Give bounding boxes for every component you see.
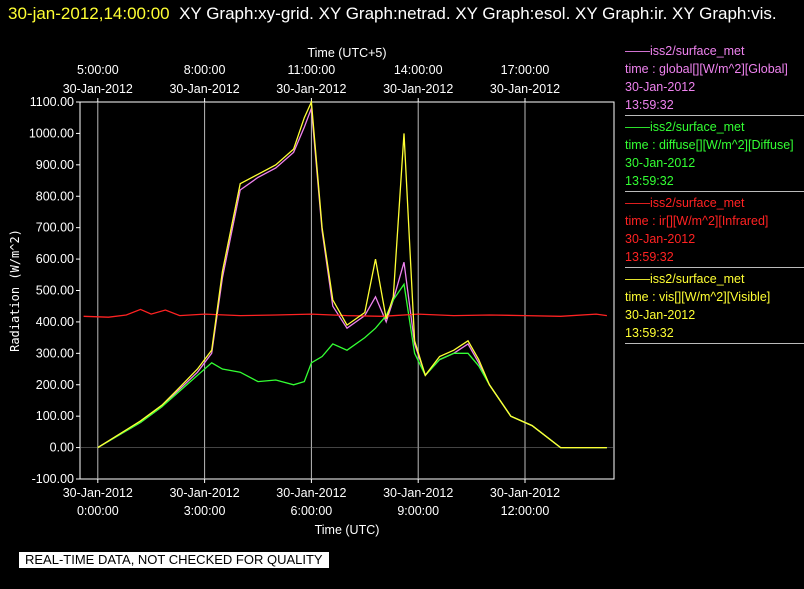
y-tick-label: 600.00 xyxy=(36,252,74,266)
x-axis-label-bottom: Time (UTC) xyxy=(315,523,380,537)
top-tick-date-label: 30-Jan-2012 xyxy=(276,82,346,96)
legend-station: ——iss2/surface_met xyxy=(625,272,745,286)
y-axis-label: Radiation (W/m^2) xyxy=(8,229,22,352)
legend-date: 30-Jan-2012 xyxy=(625,156,696,170)
top-tick-time-label: 14:00:00 xyxy=(394,63,443,77)
legend-time: 13:59:32 xyxy=(625,250,674,264)
x-tick-time-label: 6:00:00 xyxy=(291,504,333,518)
quality-disclaimer: REAL-TIME DATA, NOT CHECKED FOR QUALITY xyxy=(19,552,329,568)
legend-date: 30-Jan-2012 xyxy=(625,232,696,246)
y-tick-label: 1100.00 xyxy=(30,95,74,109)
legend-time: 13:59:32 xyxy=(625,326,674,340)
y-tick-label: 700.00 xyxy=(36,221,74,235)
top-tick-date-label: 30-Jan-2012 xyxy=(63,82,133,96)
header-title-line: 30-jan-2012,14:00:00 XY Graph:xy-grid. X… xyxy=(8,2,804,25)
legend-time: 13:59:32 xyxy=(625,98,674,112)
header-graph-list: XY Graph:xy-grid. XY Graph:netrad. XY Gr… xyxy=(179,4,777,23)
series-line-vis xyxy=(97,99,607,449)
top-tick-date-label: 30-Jan-2012 xyxy=(490,82,560,96)
top-tick-date-label: 30-Jan-2012 xyxy=(169,82,239,96)
x-tick-time-label: 3:00:00 xyxy=(184,504,226,518)
x-tick-date-label: 30-Jan-2012 xyxy=(169,486,239,500)
top-tick-time-label: 8:00:00 xyxy=(184,63,226,77)
legend-date: 30-Jan-2012 xyxy=(625,80,696,94)
x-tick-date-label: 30-Jan-2012 xyxy=(383,486,453,500)
legend-station: ——iss2/surface_met xyxy=(625,196,745,210)
y-tick-label: 1000.00 xyxy=(29,126,74,140)
y-tick-label: 900.00 xyxy=(36,158,74,172)
legend-station: ——iss2/surface_met xyxy=(625,44,745,58)
legend-variable: time : global[][W/m^2][Global] xyxy=(625,62,788,76)
y-tick-label: 200.00 xyxy=(36,378,74,392)
x-axis-label-top: Time (UTC+5) xyxy=(307,46,386,60)
legend-time: 13:59:32 xyxy=(625,174,674,188)
y-tick-label: 400.00 xyxy=(36,315,74,329)
y-tick-label: 500.00 xyxy=(36,284,74,298)
x-tick-time-label: 9:00:00 xyxy=(397,504,439,518)
top-tick-time-label: 5:00:00 xyxy=(77,63,119,77)
header-timestamp: 30-jan-2012,14:00:00 xyxy=(8,4,170,23)
y-tick-label: 0.00 xyxy=(50,441,74,455)
legend-variable: time : ir[][W/m^2][Infrared] xyxy=(625,214,769,228)
x-tick-date-label: 30-Jan-2012 xyxy=(63,486,133,500)
legend-date: 30-Jan-2012 xyxy=(625,308,696,322)
top-tick-time-label: 17:00:00 xyxy=(501,63,550,77)
y-tick-label: -100.00 xyxy=(32,472,74,486)
plot-frame xyxy=(79,101,615,480)
legend-station: ——iss2/surface_met xyxy=(625,120,745,134)
top-tick-time-label: 11:00:00 xyxy=(288,63,336,77)
x-tick-time-label: 0:00:00 xyxy=(77,504,119,518)
y-tick-label: 800.00 xyxy=(36,189,74,203)
legend-variable: time : diffuse[][W/m^2][Diffuse] xyxy=(625,138,794,152)
y-tick-label: 100.00 xyxy=(36,409,74,423)
x-tick-date-label: 30-Jan-2012 xyxy=(276,486,346,500)
x-tick-time-label: 12:00:00 xyxy=(501,504,550,518)
y-tick-label: 300.00 xyxy=(36,346,74,360)
series-line-diffuse xyxy=(97,282,607,449)
series-line-ir xyxy=(83,308,607,318)
top-tick-date-label: 30-Jan-2012 xyxy=(383,82,453,96)
x-tick-date-label: 30-Jan-2012 xyxy=(490,486,560,500)
legend-variable: time : vis[][W/m^2][Visible] xyxy=(625,290,771,304)
